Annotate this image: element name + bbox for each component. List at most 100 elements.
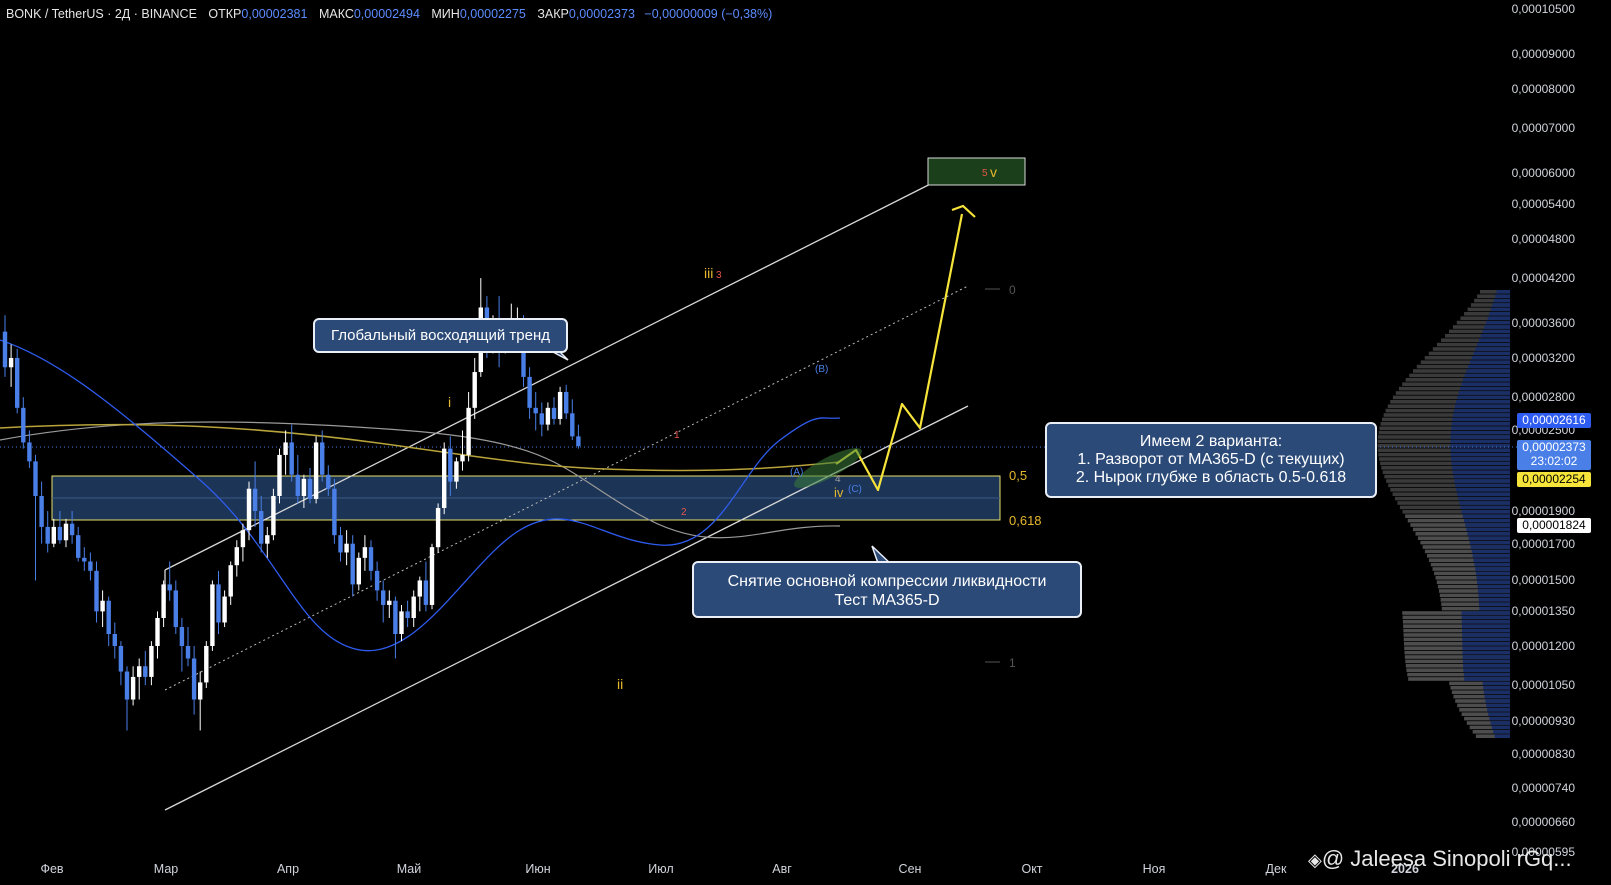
volume-profile-bar-buy — [1457, 395, 1510, 400]
volume-profile-bar-buy — [1483, 690, 1510, 694]
candle-bear — [405, 611, 410, 618]
candle-bear — [295, 474, 300, 496]
volume-profile-bar — [1403, 624, 1510, 628]
candle-bear — [143, 666, 148, 677]
volume-profile-bar — [1464, 312, 1510, 316]
ma-blue-price-tag: 0,00002616 — [1517, 413, 1591, 428]
price-axis-label: 0,00004200 — [1511, 271, 1575, 286]
volume-profile-bar — [1403, 633, 1510, 637]
wave-iii-label: iii — [704, 265, 713, 281]
candle-bear — [393, 600, 398, 634]
volume-profile-bar-buy — [1475, 567, 1510, 571]
volume-profile-bar-buy — [1478, 589, 1510, 593]
price-axis-label: 0,00007000 — [1511, 121, 1575, 136]
candles — [2, 278, 581, 731]
wave-3-label: 3 — [716, 270, 722, 281]
volume-profile-bar-buy — [1451, 457, 1510, 461]
volume-profile-bar-buy — [1461, 611, 1510, 615]
volume-profile-bar-buy — [1455, 483, 1510, 488]
variants-callout[interactable]: Имеем 2 варианта: 1. Разворот от MA365-D… — [1045, 422, 1377, 498]
volume-profile-bar — [1420, 360, 1510, 364]
channel-upper-line — [164, 164, 969, 571]
candle-bear — [289, 442, 294, 475]
volume-profile-bar-buy — [1478, 598, 1510, 602]
volume-profile — [1377, 290, 1510, 738]
volume-profile-bar — [1456, 320, 1510, 325]
wave-1-label: 1 — [674, 430, 680, 441]
candle-bull — [557, 391, 563, 419]
watermark-text: @ Jaleesa Sinopoli rGq... — [1321, 846, 1572, 871]
trend-callout[interactable]: Глобальный восходящий тренд — [313, 318, 568, 353]
volume-profile-bar-buy — [1486, 703, 1510, 708]
volume-profile-bar-buy — [1477, 584, 1510, 589]
fib-0618-price-tag: 0,00001824 — [1517, 518, 1591, 533]
candle-bear — [21, 407, 26, 443]
ma-test-zone — [794, 448, 862, 488]
volume-profile-bar-buy — [1462, 628, 1510, 633]
volume-profile-bar-buy — [1487, 316, 1510, 320]
candle-bear — [423, 580, 429, 605]
time-axis-label: Апр — [276, 862, 300, 876]
volume-profile-bar — [1436, 342, 1510, 347]
volume-profile-bar — [1392, 395, 1510, 400]
volume-profile-bar-buy — [1487, 708, 1510, 712]
volume-profile-bar-buy — [1450, 439, 1510, 444]
candle-bull — [222, 596, 227, 623]
volume-profile-bar-buy — [1469, 540, 1510, 545]
volume-profile-bar-buy — [1463, 672, 1510, 677]
volume-profile-bar-buy — [1463, 668, 1510, 672]
volume-profile-bar-buy — [1463, 518, 1510, 523]
volume-profile-bar-buy — [1468, 364, 1510, 369]
candle-bear — [527, 376, 532, 408]
candle-bear — [112, 633, 117, 646]
candle-bull — [100, 600, 105, 612]
candle-bull — [130, 676, 136, 700]
volume-profile-bar-buy — [1467, 532, 1510, 536]
time-axis-label: Июн — [525, 862, 551, 876]
volume-profile-bar-buy — [1462, 633, 1510, 637]
volume-profile-bar — [1378, 452, 1510, 457]
volume-profile-bar-buy — [1456, 400, 1510, 404]
volume-profile-bar-buy — [1456, 488, 1510, 492]
volume-profile-bar-buy — [1462, 642, 1510, 646]
volume-profile-bar-buy — [1461, 510, 1510, 514]
volume-profile-bar — [1430, 562, 1510, 567]
volume-profile-bar — [1399, 505, 1510, 510]
fib-0-label: 0 — [1009, 283, 1016, 297]
volume-profile-bar-buy — [1479, 606, 1510, 611]
projection-arrow-head — [951, 204, 976, 218]
volume-profile-bar — [1455, 699, 1510, 703]
candle-bear — [33, 461, 38, 496]
volume-profile-bar-buy — [1477, 342, 1510, 347]
volume-profile-bar-buy — [1450, 448, 1510, 452]
candle-bull — [228, 565, 233, 597]
candle-bull — [454, 461, 459, 482]
volume-profile-bar — [1467, 307, 1510, 312]
candle-bull — [137, 666, 142, 677]
wave-C-label: (C) — [848, 484, 862, 495]
time-axis-label: Сен — [898, 862, 922, 876]
volume-profile-bar-buy — [1464, 677, 1510, 681]
candle-bull — [283, 442, 288, 455]
volume-profile-bar-buy — [1473, 558, 1510, 562]
candle-bear — [551, 407, 557, 419]
wave-B-label: (B) — [815, 364, 828, 375]
volume-profile-bar — [1405, 378, 1510, 382]
volume-profile-bar — [1404, 655, 1510, 659]
volume-profile-bar — [1405, 659, 1510, 664]
candle-bear — [57, 526, 63, 541]
volume-profile-bar-buy — [1483, 686, 1510, 690]
volume-profile-bar — [1403, 642, 1510, 646]
volume-profile-bar — [1412, 369, 1510, 373]
candle-bull — [417, 580, 422, 597]
volume-profile-bar — [1378, 430, 1510, 435]
volume-profile-bar-buy — [1452, 466, 1510, 470]
volume-profile-bar — [1440, 338, 1510, 342]
variants-option-1: 1. Разворот от MA365-D (с текущих) — [1077, 451, 1345, 468]
volume-profile-bar-buy — [1452, 417, 1510, 422]
liquidity-callout[interactable]: Снятие основной компрессии ликвидности Т… — [692, 561, 1082, 618]
candle-bear — [185, 645, 191, 659]
symbol-name[interactable]: BONK / TetherUS · 2Д · BINANCE — [6, 7, 197, 21]
price-axis-label: 0,00003200 — [1511, 350, 1575, 365]
volume-profile-bar — [1437, 584, 1510, 589]
